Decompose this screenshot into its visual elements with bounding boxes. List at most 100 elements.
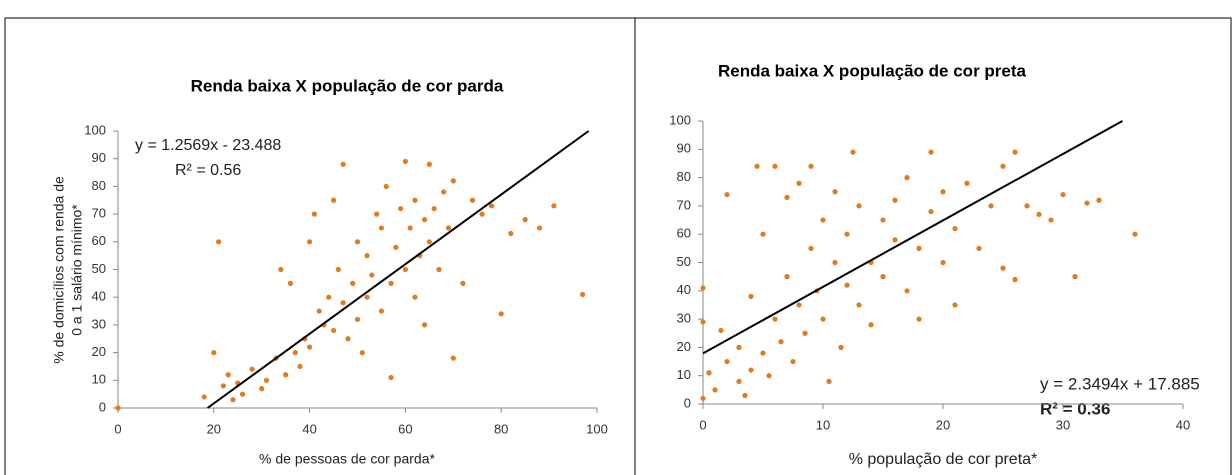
y-tick-label: 100 [84, 122, 106, 137]
point [838, 344, 844, 350]
point [263, 377, 270, 383]
y-tick-label: 100 [669, 112, 691, 127]
point [1072, 274, 1078, 280]
y-tick-label: 40 [92, 289, 106, 304]
point [784, 274, 790, 280]
point [772, 163, 778, 169]
point [856, 302, 862, 308]
point [316, 308, 322, 314]
y-tick-label: 80 [92, 178, 106, 193]
point [450, 178, 456, 184]
y-tick-label: 70 [92, 206, 106, 221]
point [760, 350, 766, 356]
point [916, 316, 922, 322]
x-tick-label: 0 [114, 421, 121, 436]
r-squared: R² = 0.36 [1040, 399, 1110, 418]
trendline [206, 130, 590, 409]
point [952, 302, 958, 308]
point [283, 372, 289, 378]
point [1132, 231, 1138, 237]
point [952, 225, 958, 232]
point [700, 395, 706, 401]
x-tick-label: 60 [398, 421, 412, 436]
point [215, 239, 222, 245]
point [820, 316, 826, 322]
point [536, 225, 543, 231]
point [928, 149, 934, 155]
y-tick-label: 0 [99, 399, 106, 414]
point [551, 203, 557, 209]
y-tick-label: 80 [677, 169, 691, 184]
point [892, 197, 898, 203]
point [220, 383, 226, 389]
point [426, 239, 432, 245]
point [211, 350, 217, 356]
point [239, 391, 246, 397]
point [724, 358, 730, 365]
point [311, 211, 317, 217]
point [345, 336, 351, 342]
point [445, 225, 452, 231]
point [374, 211, 380, 217]
point [850, 149, 856, 155]
chart-title: Renda baixa X população de cor parda [191, 76, 504, 95]
point [940, 259, 946, 266]
x-tick-label: 40 [302, 421, 316, 436]
point [378, 308, 385, 314]
point [498, 311, 504, 317]
y-tick-label: 10 [92, 372, 106, 387]
y-tick-label: 0 [684, 395, 691, 410]
point [1036, 211, 1042, 217]
point [398, 205, 404, 212]
point [292, 350, 298, 356]
equation: y = 1.2569x - 23.488 [135, 137, 281, 154]
point [393, 244, 399, 250]
point [778, 339, 784, 345]
point [736, 378, 742, 384]
point [1024, 203, 1030, 209]
point [1012, 149, 1018, 155]
y-tick-label: 90 [92, 150, 106, 165]
x-tick-label: 100 [586, 421, 608, 436]
point [335, 266, 341, 273]
point [508, 230, 514, 237]
point [580, 291, 586, 298]
point [278, 266, 284, 273]
point [249, 366, 255, 372]
x-axis-label: % de pessoas de cor parda* [259, 451, 435, 467]
y-axis-label: 0 a 1 salário mínimo* [69, 204, 85, 336]
y-tick-label: 30 [677, 311, 691, 326]
point [402, 158, 408, 165]
point [287, 280, 294, 286]
point [402, 266, 408, 273]
equation: y = 2.3494x + 17.885 [1040, 374, 1200, 393]
point [326, 294, 332, 300]
point [748, 293, 754, 300]
point [736, 344, 742, 350]
point [904, 175, 910, 181]
x-axis-label: % população de cor preta* [849, 451, 1038, 468]
point [796, 180, 802, 186]
y-tick-label: 20 [677, 339, 691, 354]
point [479, 211, 485, 217]
point [868, 322, 874, 328]
point [407, 225, 413, 231]
point [1012, 276, 1018, 283]
point [796, 302, 802, 308]
y-tick-label: 60 [92, 233, 106, 248]
point [904, 288, 910, 294]
point [412, 294, 418, 300]
y-tick-label: 60 [677, 226, 691, 241]
frame [4, 17, 1232, 475]
point [928, 208, 934, 215]
point [820, 217, 826, 223]
point [790, 358, 796, 365]
point [1060, 191, 1066, 198]
point [436, 266, 442, 273]
point [307, 239, 313, 245]
point [1084, 200, 1090, 206]
point [383, 183, 389, 189]
point [880, 217, 886, 223]
point [350, 280, 356, 286]
point [1000, 163, 1006, 169]
